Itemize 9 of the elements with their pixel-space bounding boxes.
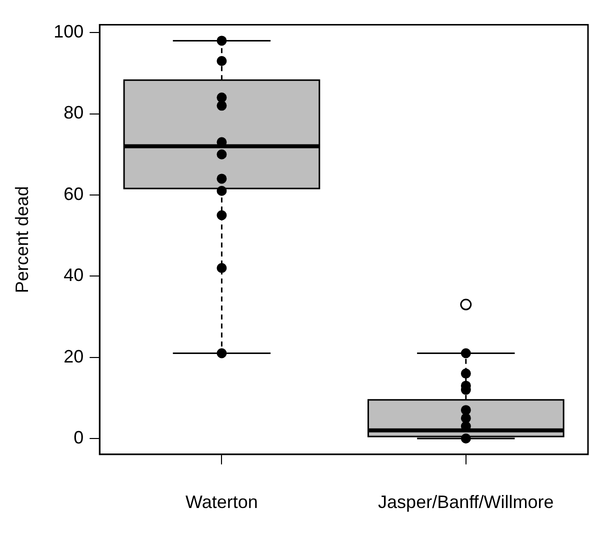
x-tick-label: Jasper/Banff/Willmore: [378, 492, 554, 512]
y-tick-label: 60: [64, 184, 84, 204]
y-axis-title: Percent dead: [12, 186, 32, 294]
y-tick-label: 80: [64, 102, 84, 123]
y-tick-label: 40: [64, 265, 84, 286]
y-tick-label: 100: [54, 22, 84, 42]
y-tick-label: 20: [64, 346, 84, 366]
x-tick-label: Waterton: [186, 492, 258, 512]
y-tick-label: 0: [74, 427, 84, 448]
